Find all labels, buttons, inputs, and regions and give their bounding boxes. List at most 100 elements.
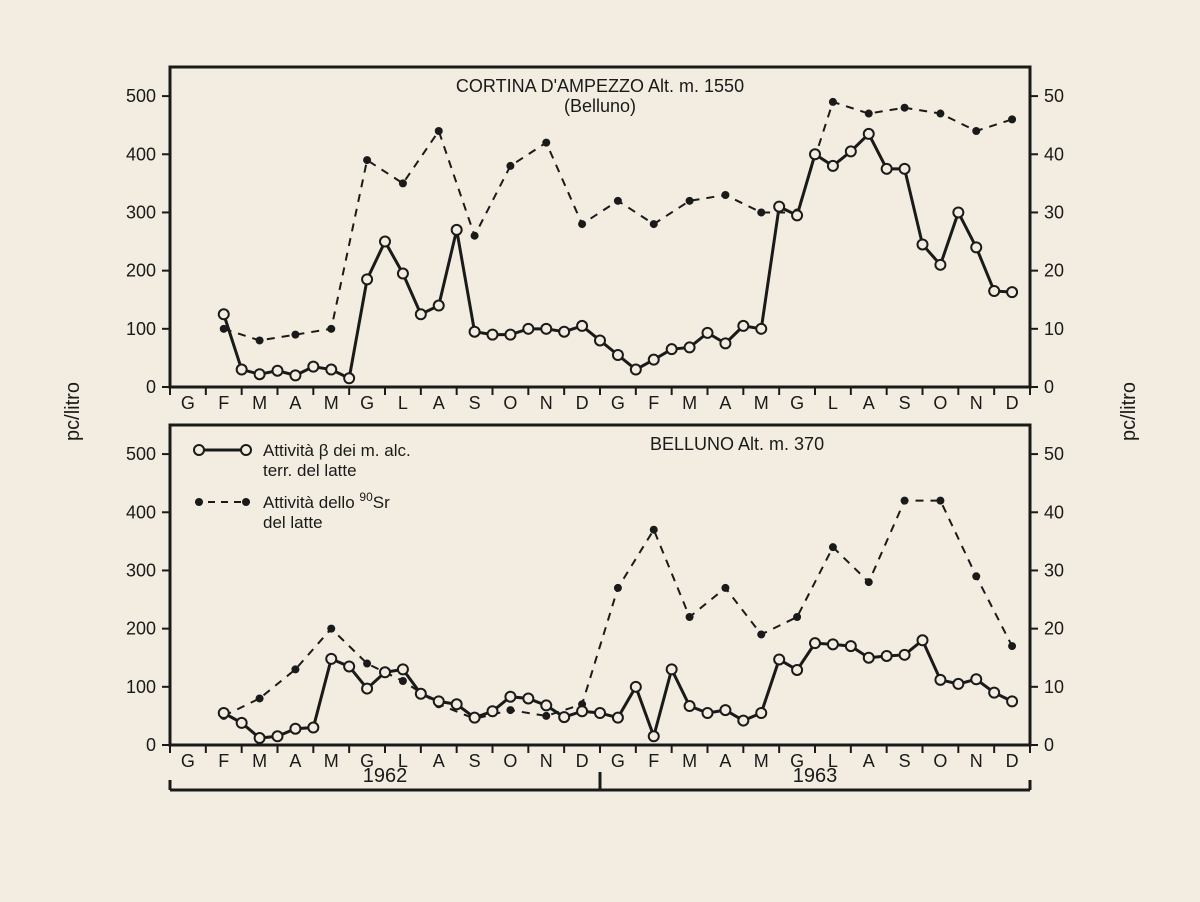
month-label: D <box>576 393 589 413</box>
panel2-beta-marker <box>882 651 892 661</box>
month-label: O <box>503 751 517 771</box>
month-label: N <box>970 393 983 413</box>
panel2-beta-marker <box>559 712 569 722</box>
panel1-beta-marker <box>1007 287 1017 297</box>
panel1-beta-marker <box>344 373 354 383</box>
panel2-beta-marker <box>900 650 910 660</box>
panel1-beta-marker <box>828 161 838 171</box>
panel1-beta-marker <box>953 207 963 217</box>
panel1-sr90-marker <box>399 179 407 187</box>
panel1-beta-marker <box>667 344 677 354</box>
month-label: O <box>503 393 517 413</box>
panel1-sr90-marker <box>435 127 443 135</box>
panel2-beta-marker <box>738 716 748 726</box>
month-label: D <box>1006 751 1019 771</box>
panel2-beta-marker <box>971 674 981 684</box>
panel1-beta-marker <box>935 260 945 270</box>
panel1-beta-marker <box>488 330 498 340</box>
month-label: A <box>719 393 731 413</box>
panel2-beta-marker <box>989 688 999 698</box>
year-1963: 1963 <box>793 765 838 787</box>
panel1-sr90-marker <box>865 110 873 118</box>
ytick-right: 40 <box>1044 502 1064 522</box>
panel1-beta-marker <box>398 269 408 279</box>
panel1-beta-marker <box>559 327 569 337</box>
panel2-beta-marker <box>505 692 515 702</box>
month-label: L <box>398 393 408 413</box>
month-label: M <box>754 751 769 771</box>
month-label: O <box>933 393 947 413</box>
ytick-left: 500 <box>126 86 156 106</box>
panel1-beta-marker <box>882 164 892 174</box>
panel2-sr90-marker <box>291 665 299 673</box>
panel1-beta-marker <box>505 330 515 340</box>
panel1-beta-marker <box>971 242 981 252</box>
panel1-sr90-marker <box>614 197 622 205</box>
panel1-beta-marker <box>380 237 390 247</box>
panel1-sr90-marker <box>650 220 658 228</box>
month-label: F <box>218 751 229 771</box>
panel2-beta-marker <box>649 731 659 741</box>
panel2-beta-marker <box>326 654 336 664</box>
panel1-beta-marker <box>290 370 300 380</box>
panel1-sr90-marker <box>1008 115 1016 123</box>
ytick-left: 500 <box>126 444 156 464</box>
panel1-beta-marker <box>792 210 802 220</box>
month-label: M <box>252 393 267 413</box>
ytick-left: 400 <box>126 502 156 522</box>
panel1-sr90-marker <box>936 110 944 118</box>
panel1-beta-marker <box>613 350 623 360</box>
panel2-beta-marker <box>756 708 766 718</box>
panel2-beta-marker <box>290 724 300 734</box>
panel1-beta-marker <box>255 369 265 379</box>
month-label: G <box>181 393 195 413</box>
panel1-beta-marker <box>219 309 229 319</box>
ytick-right: 40 <box>1044 144 1064 164</box>
month-label: A <box>863 393 875 413</box>
panel1-beta-marker <box>703 328 713 338</box>
panel2-beta-marker <box>541 700 551 710</box>
panel2-sr90-marker <box>901 497 909 505</box>
panel1-beta-marker <box>631 365 641 375</box>
panel1-sr90-marker <box>578 220 586 228</box>
panel2-beta-marker <box>774 654 784 664</box>
panel2-sr90-marker <box>829 543 837 551</box>
panel1-beta-marker <box>774 202 784 212</box>
month-label: S <box>469 393 481 413</box>
panel2-sr90-marker <box>650 526 658 534</box>
panel2-beta-marker <box>935 675 945 685</box>
month-label: G <box>360 393 374 413</box>
month-label: M <box>682 751 697 771</box>
panel1-sr90-marker <box>256 336 264 344</box>
panel2-beta-marker <box>362 684 372 694</box>
panel1-beta-marker <box>523 324 533 334</box>
ytick-left: 100 <box>126 677 156 697</box>
panel2-beta-marker <box>398 664 408 674</box>
legend-beta-label-2: terr. del latte <box>263 461 357 480</box>
panel2-beta-marker <box>918 635 928 645</box>
figure-container: 010020030040050001020304050GFMAMGLASONDG… <box>100 55 1100 855</box>
panel1-sr90-marker <box>972 127 980 135</box>
panel2-sr90-marker <box>399 677 407 685</box>
month-label: S <box>469 751 481 771</box>
panel2-beta-marker <box>720 705 730 715</box>
panel2-beta-marker <box>953 679 963 689</box>
month-label: N <box>540 393 553 413</box>
panel2-beta-marker <box>846 641 856 651</box>
panel2-beta-marker <box>577 706 587 716</box>
panel2-beta-marker <box>523 693 533 703</box>
panel2-sr90-marker <box>686 613 694 621</box>
panel1-sr90-marker <box>721 191 729 199</box>
panel2-sr90-marker <box>256 694 264 702</box>
panel2-beta-marker <box>308 723 318 733</box>
ytick-left: 0 <box>146 377 156 397</box>
panel2-beta-marker <box>380 667 390 677</box>
panel2-beta-marker <box>864 653 874 663</box>
panel2-title: BELLUNO Alt. m. 370 <box>650 434 824 454</box>
panel2-beta-marker <box>416 689 426 699</box>
panel1-beta-marker <box>989 286 999 296</box>
panel1-sr90-marker <box>506 162 514 170</box>
year-1962: 1962 <box>363 765 408 787</box>
panel1-subtitle: (Belluno) <box>564 96 636 116</box>
panel1-sr90-marker <box>686 197 694 205</box>
